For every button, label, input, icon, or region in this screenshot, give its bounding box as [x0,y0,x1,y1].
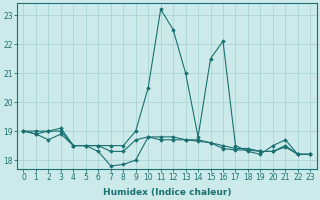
X-axis label: Humidex (Indice chaleur): Humidex (Indice chaleur) [103,188,231,197]
